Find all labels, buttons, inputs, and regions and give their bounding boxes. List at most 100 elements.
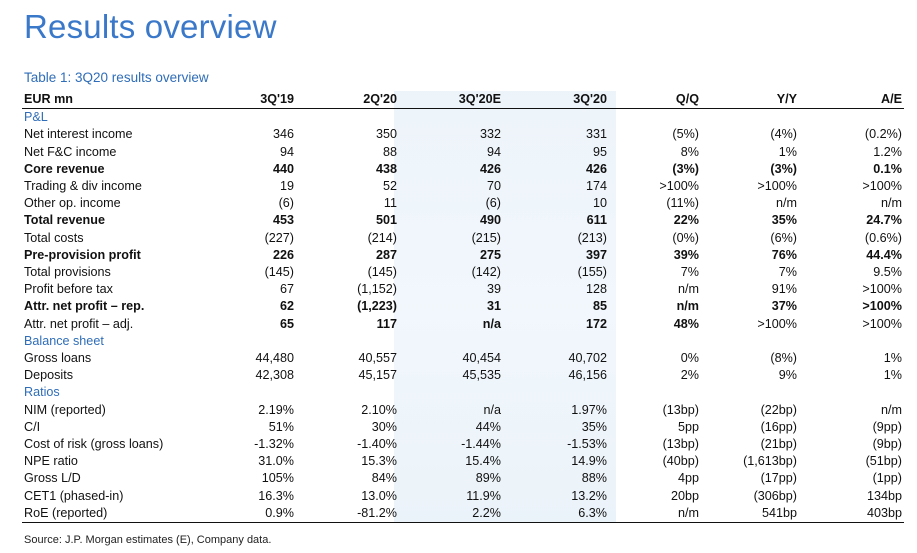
- table-cell: 1%: [778, 144, 797, 159]
- table-row: NIM (reported) 2.19% 2.10% n/a 1.97% (13bp) (2…: [22, 402, 904, 419]
- table-row: C/I 51% 30% 44% 35% 5pp (16pp) (9pp): [22, 419, 904, 436]
- table-cell: 541bp: [701, 504, 799, 524]
- table-cell: 40,702: [568, 351, 607, 366]
- table-cell: 42,308: [255, 368, 294, 383]
- table-cell: (9pp): [872, 419, 902, 434]
- table-cell: (1,223): [357, 299, 397, 314]
- table-cell: (16pp): [760, 419, 797, 434]
- table-cell: 35%: [771, 213, 797, 228]
- section-header-row: Ratios: [22, 384, 904, 401]
- table-cell: 44,480: [255, 351, 294, 366]
- table-cell: 88%: [581, 471, 607, 486]
- table-cell: 7%: [778, 265, 797, 280]
- table-cell: 30%: [371, 419, 397, 434]
- table-cell: 426: [585, 161, 607, 176]
- table-cell: -1.53%: [567, 437, 607, 452]
- header-cell: Q/Q: [609, 91, 701, 110]
- row-label: Total costs: [24, 230, 84, 245]
- table-cell: n/m: [881, 402, 902, 417]
- table-cell: (11%): [666, 196, 699, 211]
- table-cell: (40bp): [662, 454, 699, 469]
- table-cell: 35%: [581, 419, 607, 434]
- table-cell: >100%: [862, 299, 902, 314]
- table-cell: 7%: [680, 265, 699, 280]
- table-row: Total costs (227) (214) (215) (213) (0%) (6%) (…: [22, 230, 904, 247]
- table-cell: (3%): [770, 161, 797, 176]
- table-cell: 31.0%: [258, 454, 294, 469]
- table-cell: (13bp): [662, 402, 699, 417]
- table-cell: -81.2%: [296, 504, 399, 524]
- row-label: Cost of risk (gross loans): [24, 437, 164, 452]
- source-note: Source: J.P. Morgan estimates (E), Compa…: [24, 534, 272, 546]
- table-cell: (8%): [770, 351, 797, 366]
- row-label: Gross L/D: [24, 471, 81, 486]
- table-cell: (145): [264, 265, 294, 280]
- table-cell: 6.3%: [503, 504, 609, 524]
- table-row: CET1 (phased-in) 16.3% 13.0% 11.9% 13.2% 20bp…: [22, 488, 904, 505]
- table-cell: 46,156: [568, 368, 607, 383]
- table-cell: 287: [375, 247, 397, 262]
- table-cell: (0.6%): [864, 230, 902, 245]
- table-cell: 65: [279, 316, 294, 331]
- table-cell: 51%: [268, 419, 294, 434]
- table-cell: 438: [375, 161, 397, 176]
- table-row: Net interest income 346 350 332 331 (5%) (4%) (…: [22, 126, 904, 143]
- table-cell: 0.9%: [204, 504, 296, 524]
- table-cell: >100%: [862, 282, 902, 297]
- section-header-row: P&L: [22, 109, 904, 127]
- table-cell: 37%: [771, 299, 797, 314]
- header-cell: A/E: [799, 91, 904, 110]
- table-header-row: EUR mn 3Q'19 2Q'20 3Q'20E 3Q'20 Q/Q Y/Y …: [22, 91, 904, 110]
- table-cell: 39%: [673, 247, 699, 262]
- table-row: Total provisions (145) (145) (142) (155) 7% 7%…: [22, 264, 904, 281]
- estimate-column-highlight: [394, 91, 616, 524]
- table-cell: 426: [479, 161, 501, 176]
- table-cell: 174: [585, 179, 607, 194]
- table-cell: (215): [471, 230, 501, 245]
- table-cell: 16.3%: [258, 488, 294, 503]
- table-cell: 70: [486, 179, 501, 194]
- table-row: RoE (reported) 0.9% -81.2% 2.2% 6.3% n/m 541bp…: [22, 504, 904, 524]
- table-body: P&L Net interest income 346 350 332 331 (5%) (4…: [22, 109, 904, 524]
- header-cell: 3Q'20E: [399, 91, 503, 110]
- row-label: Pre-provision profit: [24, 247, 141, 262]
- header-cell: 3Q'20: [503, 91, 609, 110]
- row-label: NIM (reported): [24, 402, 106, 417]
- results-table-container: EUR mn 3Q'19 2Q'20 3Q'20E 3Q'20 Q/Q Y/Y …: [22, 91, 904, 524]
- section-label: Ratios: [24, 385, 60, 400]
- table-cell: (21bp): [760, 437, 797, 452]
- table-cell: n/m: [881, 196, 902, 211]
- table-cell: (306bp): [753, 488, 797, 503]
- row-label: C/I: [24, 419, 41, 434]
- table-cell: 105%: [261, 471, 294, 486]
- table-cell: 44.4%: [866, 247, 902, 262]
- row-label: Total revenue: [24, 213, 105, 228]
- table-cell: (13bp): [662, 437, 699, 452]
- table-row: Trading & div income 19 52 70 174 >100% >100% >…: [22, 178, 904, 195]
- header-cell: Y/Y: [701, 91, 799, 110]
- table-cell: >100%: [862, 179, 902, 194]
- table-cell: 1.2%: [873, 144, 902, 159]
- row-label: NPE ratio: [24, 454, 78, 469]
- table-row: Gross L/D 105% 84% 89% 88% 4pp (17pp) (1pp): [22, 470, 904, 487]
- row-label: RoE (reported): [22, 504, 204, 524]
- table-cell: 397: [585, 247, 607, 262]
- table-cell: 1%: [883, 351, 902, 366]
- table-cell: 24.7%: [866, 213, 902, 228]
- table-cell: 332: [479, 127, 501, 142]
- table-cell: (6): [278, 196, 294, 211]
- table-cell: 4pp: [677, 471, 699, 486]
- table-cell: 94: [279, 144, 294, 159]
- table-cell: n/a: [483, 402, 501, 417]
- table-cell: 9%: [778, 368, 797, 383]
- table-cell: 15.4%: [465, 454, 501, 469]
- table-cell: (0.2%): [864, 127, 902, 142]
- row-label: Other op. income: [24, 196, 121, 211]
- header-cell: 2Q'20: [296, 91, 399, 110]
- row-label: Trading & div income: [24, 179, 142, 194]
- table-cell: 91%: [771, 282, 797, 297]
- table-cell: 13.2%: [571, 488, 607, 503]
- table-row: Gross loans 44,480 40,557 40,454 40,702 0% (8%…: [22, 350, 904, 367]
- table-caption: Table 1: 3Q20 results overview: [24, 70, 209, 85]
- header-cell: 3Q'19: [204, 91, 296, 110]
